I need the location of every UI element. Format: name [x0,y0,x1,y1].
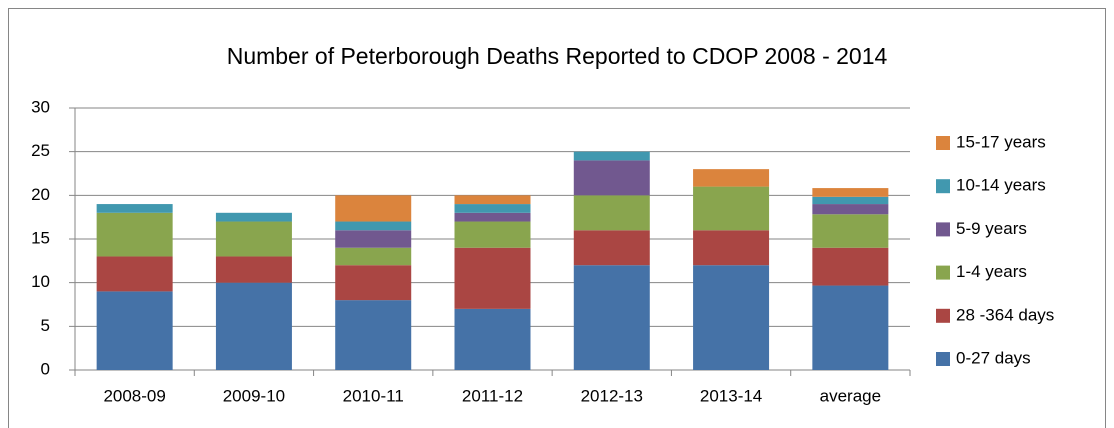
x-tick-label: 2009-10 [223,386,285,405]
bar-segment [96,256,173,292]
x-tick-label: average [820,386,881,405]
y-tick-label: 20 [31,185,50,204]
bar-segment [335,195,412,222]
bar-segment [335,247,412,266]
bar-segment [573,265,650,370]
bar-segment [335,265,412,301]
bar-segment [812,204,889,215]
bar-segment [454,308,531,370]
bar-segment [454,195,531,205]
y-tick-label: 5 [41,316,50,335]
y-tick-label: 0 [41,359,50,378]
bar-segment [335,230,412,248]
bar-segment [812,196,889,205]
x-tick-label: 2012-13 [581,386,643,405]
y-tick-label: 15 [31,228,50,247]
x-tick-label: 2008-09 [103,386,165,405]
bar-segment [215,256,292,283]
bar-segment [573,151,650,161]
bar-segment [573,160,650,196]
legend-label: 15-17 years [956,132,1046,151]
legend-swatch [936,308,950,323]
legend-swatch [936,136,950,150]
bar-segment [96,212,173,257]
bar-segment [812,247,889,286]
y-tick-label: 25 [31,141,50,160]
y-tick-label: 30 [31,97,50,116]
legend-label: 1-4 years [956,262,1027,281]
bar-segment [693,230,770,266]
chart-title: Number of Peterborough Deaths Reported t… [227,43,888,69]
bar-segment [693,169,770,187]
bar-segment [335,300,412,370]
bar-segment [812,285,889,370]
legend-swatch [936,265,950,280]
x-tick-label: 2010-11 [343,386,404,405]
bar-segment [454,212,531,222]
legend-swatch [936,222,950,237]
bar-segment [573,230,650,266]
legend-swatch [936,352,950,366]
legend-swatch [936,179,950,194]
legend-label: 28 -364 days [956,305,1054,324]
bar-segment [693,186,770,231]
y-tick-label: 10 [31,272,50,291]
bar-segment [454,204,531,213]
x-tick-label: 2013-14 [700,386,762,405]
legend-label: 5-9 years [956,219,1027,238]
legend-label: 0-27 days [956,348,1031,367]
bar-segment [693,265,770,370]
bar-segment [812,188,889,197]
bar-segment [335,221,412,231]
bar-segment [812,214,889,248]
legend-label: 10-14 years [956,176,1046,195]
bar-segment [96,204,173,213]
bar-segment [215,282,292,370]
x-tick-label: 2011-12 [462,386,523,405]
bar-segment [215,212,292,222]
bar-segment [454,247,531,309]
bar-segment [96,291,173,370]
bar-segment [215,221,292,257]
bar-segment [454,221,531,248]
bar-segment [573,195,650,231]
chart-frame [8,8,1106,428]
